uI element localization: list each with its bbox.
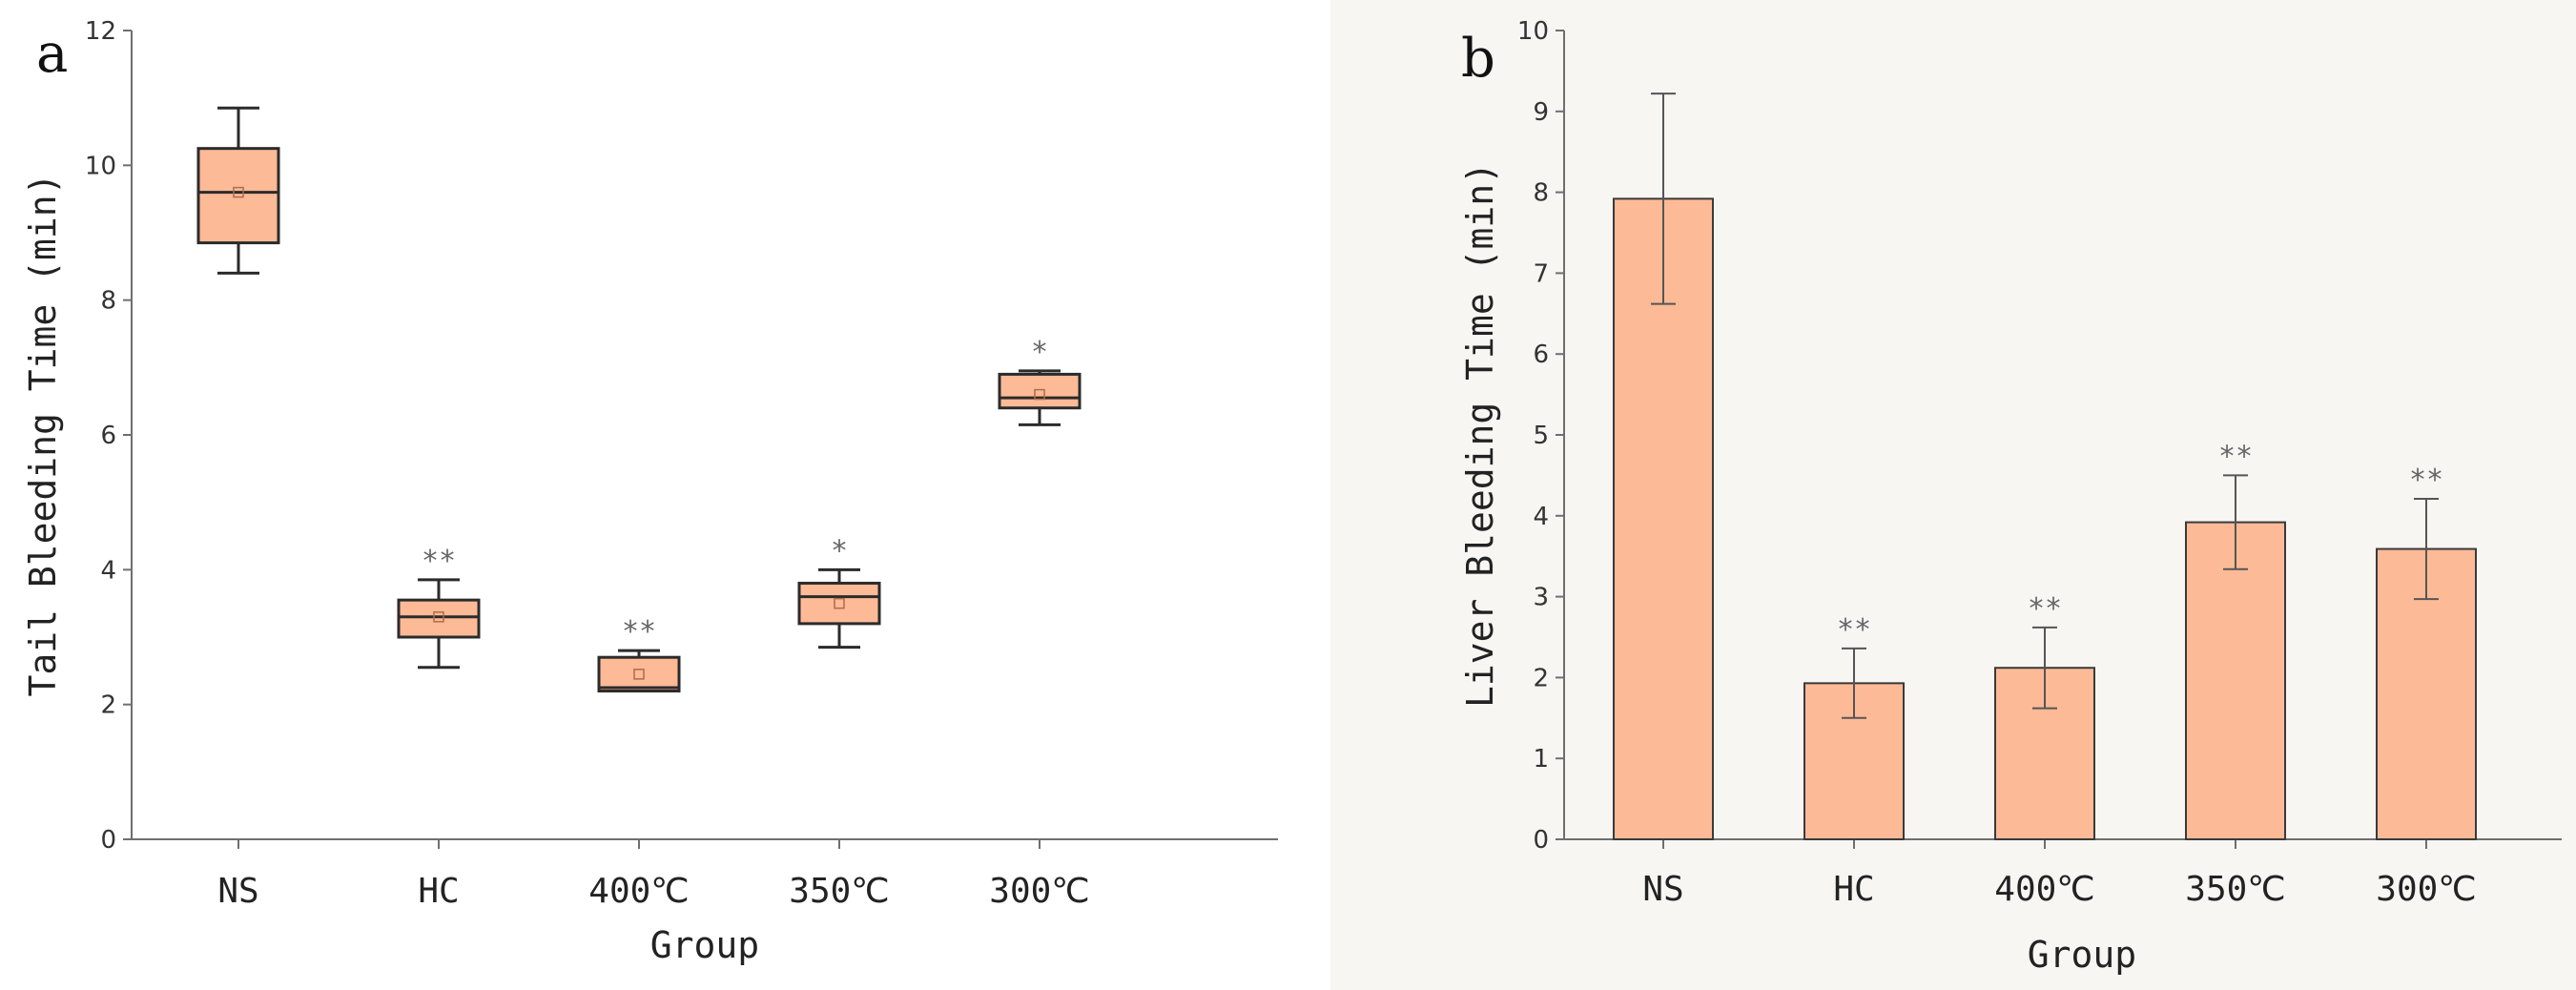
y-tick-label: 4 — [100, 556, 116, 585]
box — [797, 581, 881, 626]
x-tick-label: NS — [217, 872, 258, 911]
significance-label: ** — [422, 545, 456, 578]
x-tick-label: 400℃ — [588, 872, 689, 911]
box — [397, 598, 481, 639]
bar — [1613, 197, 1714, 841]
panel-b-bar-chart: 0 1 2 3 4 5 6 7 8 9 10 NS HC ** 400℃ ** 350℃ ** 300℃ ** Live… — [1459, 17, 2562, 976]
panel-letter-b: b — [1461, 28, 1495, 90]
box — [196, 147, 280, 245]
y-tick-label: 10 — [85, 152, 116, 180]
significance-label: ** — [2218, 440, 2253, 473]
y-tick-label: 8 — [100, 287, 116, 316]
significance-label: ** — [622, 615, 656, 649]
y-tick-label: 0 — [1533, 826, 1549, 855]
y-tick-label: 6 — [100, 422, 116, 450]
box — [998, 372, 1082, 410]
significance-label: ** — [1837, 613, 1871, 647]
mean-marker — [834, 597, 845, 609]
mean-marker — [633, 669, 645, 680]
x-tick-label: NS — [1642, 870, 1683, 909]
x-tick-label: 350℃ — [789, 872, 889, 911]
y-tick-label: 10 — [1517, 17, 1549, 46]
significance-label: * — [1031, 336, 1048, 369]
y-axis-title: Tail Bleeding Time (min) — [22, 173, 64, 696]
significance-label: ** — [2409, 464, 2443, 497]
y-tick-label: 2 — [1533, 664, 1549, 692]
x-tick-label: 350℃ — [2185, 870, 2285, 909]
significance-label: ** — [2028, 592, 2062, 626]
panel-letter-a: a — [36, 23, 68, 85]
box — [597, 655, 681, 693]
significance-label: * — [831, 534, 848, 567]
mean-marker — [433, 611, 444, 623]
y-tick-label: 0 — [100, 826, 116, 855]
x-tick-label: 300℃ — [989, 872, 1089, 911]
y-tick-label: 8 — [1533, 179, 1549, 208]
panel-b-background — [1330, 0, 2576, 990]
x-tick-label: 300℃ — [2376, 870, 2476, 909]
y-tick-label: 4 — [1533, 503, 1549, 531]
mean-marker — [233, 186, 244, 198]
y-tick-label: 6 — [1533, 340, 1549, 369]
x-tick-label: HC — [1833, 870, 1874, 909]
mean-marker — [1034, 388, 1045, 401]
y-tick-label: 3 — [1533, 584, 1549, 612]
x-tick-label: 400℃ — [1994, 870, 2094, 909]
x-axis-title: Group — [2028, 934, 2136, 976]
y-tick-label: 5 — [1533, 422, 1549, 450]
y-axis-title: Liver Bleeding Time (min) — [1459, 162, 1501, 708]
y-tick-label: 9 — [1533, 98, 1549, 127]
bar — [2185, 521, 2286, 840]
y-tick-label: 7 — [1533, 259, 1549, 288]
x-tick-label: HC — [418, 872, 459, 911]
y-tick-label: 2 — [100, 691, 116, 720]
y-tick-label: 12 — [85, 17, 116, 46]
x-axis-title: Group — [650, 924, 759, 966]
y-tick-label: 1 — [1533, 745, 1549, 773]
